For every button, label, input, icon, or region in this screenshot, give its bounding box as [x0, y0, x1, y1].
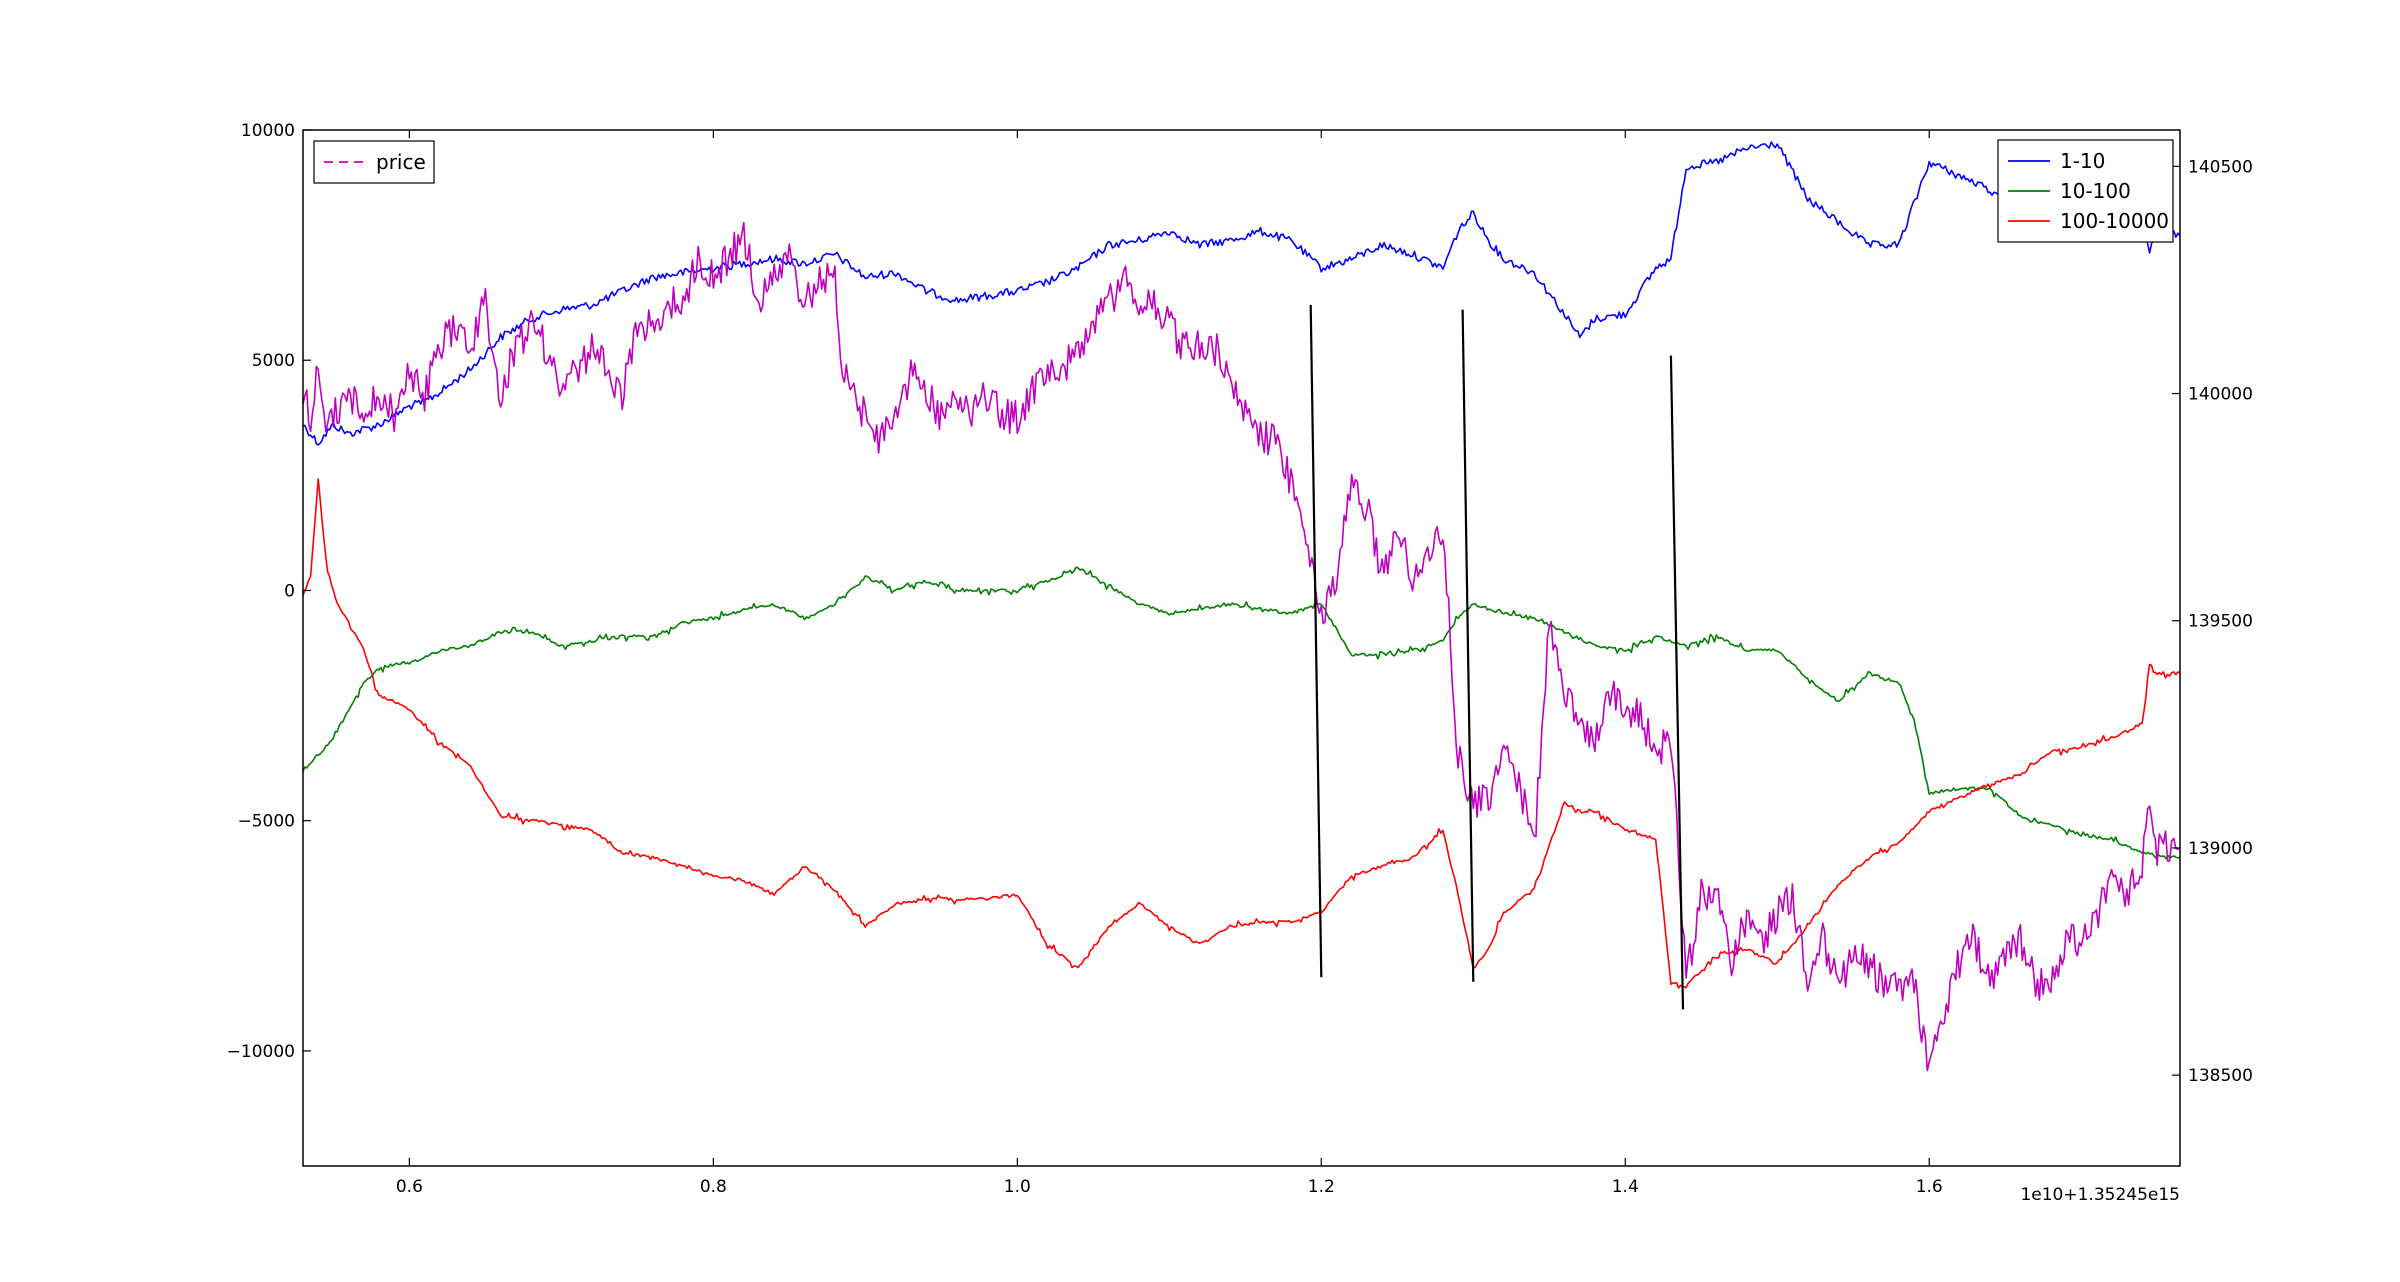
y-left-tick-label: −5000: [237, 812, 295, 832]
legend-label: 100-10000: [2060, 209, 2169, 233]
y-left-tick-label: 5000: [252, 351, 295, 371]
marker-line-4-line: [1309, 304, 1323, 978]
legend-right: 1-10 10-100 100-10000: [1997, 139, 2174, 243]
series-1-10-line: [302, 141, 2181, 446]
y-right-tick-label: 140500: [2188, 157, 2253, 177]
x-tick-label: 0.8: [700, 1177, 727, 1197]
legend-left: price: [313, 140, 435, 184]
legend-label: 1-10: [2060, 149, 2105, 173]
x-offset-text: 1e10+1.35245e15: [2020, 1185, 2180, 1205]
series-100-10000-line: [302, 478, 2181, 989]
marker-line-5-line: [1461, 309, 1475, 982]
y-right-tick-label: 138500: [2188, 1066, 2253, 1086]
x-tick-label: 1.6: [1916, 1177, 1943, 1197]
y-left-tick-label: 0: [284, 581, 295, 601]
x-tick-label: 0.6: [396, 1177, 423, 1197]
legend-label: 10-100: [2060, 179, 2131, 203]
marker-line-6-line: [1669, 355, 1685, 1010]
series-price-line: [302, 221, 2181, 1072]
x-tick-label: 1.4: [1612, 1177, 1639, 1197]
x-tick-label: 1.2: [1308, 1177, 1335, 1197]
y-right-tick-label: 140000: [2188, 385, 2253, 405]
y-right-tick-label: 139500: [2188, 612, 2253, 632]
axes-frame: [302, 129, 2181, 1167]
y-left-tick-label: 10000: [241, 121, 295, 141]
y-right-tick-label: 139000: [2188, 839, 2253, 859]
series-10-100-line: [302, 566, 2181, 860]
x-tick-label: 1.0: [1004, 1177, 1031, 1197]
ticks: 0.6 0.8 1.0 1.2 1.4 1.6 10000 5000 0 −5000 −10000 1…: [227, 121, 2253, 1197]
legend-label: price: [376, 150, 426, 174]
y-left-tick-label: −10000: [227, 1042, 295, 1062]
legend-box: [313, 140, 435, 184]
plot-area: [302, 141, 2181, 1072]
